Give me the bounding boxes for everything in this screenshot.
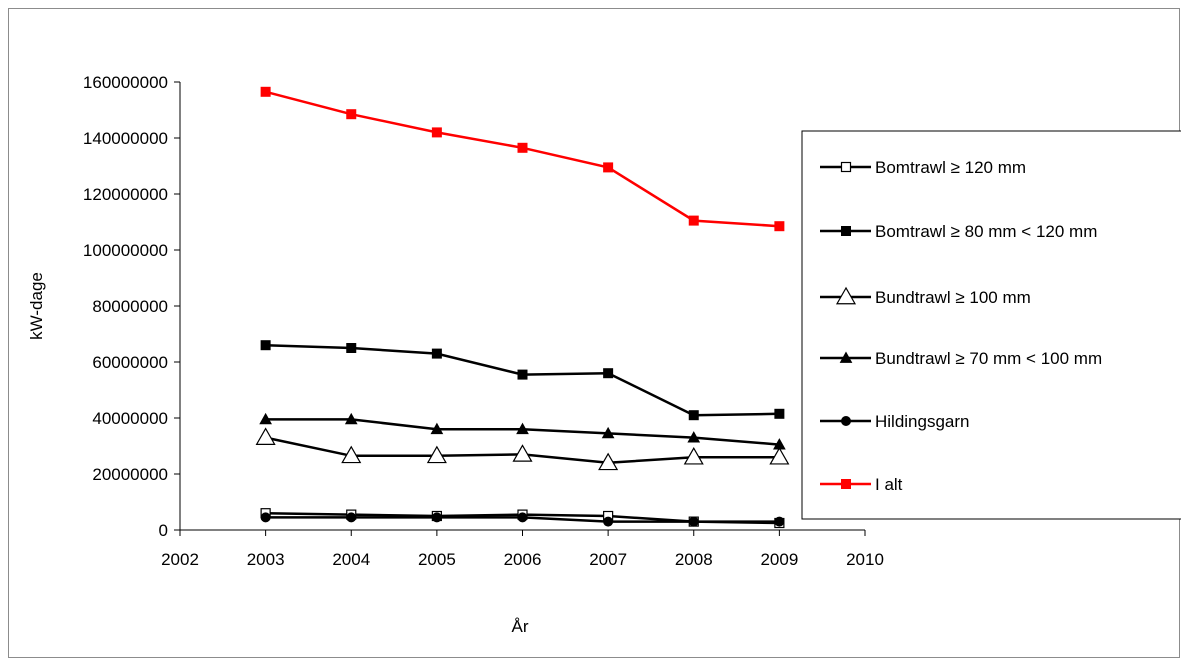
data-point	[517, 512, 528, 523]
legend-marker	[839, 351, 853, 363]
x-tick-label: 2002	[161, 550, 199, 569]
data-point	[601, 426, 615, 439]
y-tick-label: 100000000	[83, 241, 168, 260]
legend-box	[801, 130, 1181, 520]
data-point	[346, 343, 357, 353]
data-point	[255, 427, 276, 445]
legend-label: I alt	[875, 475, 903, 494]
y-tick-label: 20000000	[92, 465, 168, 484]
legend-label: Bundtrawl ≥ 100 mm	[875, 288, 1031, 307]
data-point	[774, 408, 785, 419]
data-point	[431, 127, 442, 138]
series-line	[265, 343, 780, 417]
data-point	[516, 422, 529, 435]
x-tick-label: 2005	[418, 550, 456, 569]
data-point	[603, 162, 614, 173]
data-point	[603, 516, 614, 527]
data-point	[346, 109, 357, 120]
data-point	[688, 516, 699, 527]
data-point	[688, 215, 699, 226]
legend-item-6: I alt	[820, 475, 903, 494]
data-point	[431, 512, 442, 523]
data-point	[346, 512, 357, 523]
series-layer	[255, 86, 790, 529]
legend-label: Bundtrawl ≥ 70 mm < 100 mm	[875, 349, 1102, 368]
y-tick-label: 40000000	[92, 409, 168, 428]
data-point	[344, 412, 358, 425]
data-point	[260, 340, 271, 351]
series-6	[260, 86, 785, 232]
line-chart: 0 20000000 40000000 60000000 80000000 1000000…	[27, 73, 1181, 636]
data-point	[512, 444, 533, 462]
y-tick-label: 120000000	[83, 185, 168, 204]
legend-item-1: Bomtrawl ≥ 120 mm	[820, 158, 1026, 177]
x-tick-label: 2006	[504, 550, 542, 569]
legend-item-3: Bundtrawl ≥ 100 mm	[820, 286, 1031, 307]
series-3	[255, 427, 790, 471]
data-point	[774, 516, 785, 527]
series-4	[259, 412, 786, 450]
data-point	[773, 438, 786, 450]
series-2	[260, 340, 785, 421]
x-tick-label: 2007	[589, 550, 627, 569]
series-5	[260, 512, 785, 527]
data-point	[426, 445, 447, 464]
chart-frame: 0 20000000 40000000 60000000 80000000 1000000…	[8, 8, 1181, 658]
y-tick-label: 80000000	[92, 297, 168, 316]
data-point	[260, 512, 271, 523]
legend-marker	[840, 161, 852, 173]
y-tick-label: 0	[159, 521, 168, 540]
legend-label: Bomtrawl ≥ 120 mm	[875, 158, 1026, 177]
data-point	[687, 431, 701, 443]
data-point	[431, 348, 442, 359]
legend-marker	[841, 479, 851, 489]
x-tick-label: 2009	[760, 550, 798, 569]
legend-item-2: Bomtrawl ≥ 80 mm < 120 mm	[820, 222, 1097, 241]
legend-label: Hildingsgarn	[875, 412, 970, 431]
x-tick-label: 2003	[247, 550, 285, 569]
y-tick-label: 160000000	[83, 73, 168, 92]
y-tick-label: 140000000	[83, 129, 168, 148]
x-tick-label: 2010	[846, 550, 884, 569]
data-point	[769, 446, 790, 465]
axes: 0 20000000 40000000 60000000 80000000 1000000…	[83, 73, 884, 569]
data-point	[688, 410, 699, 421]
data-point	[341, 445, 362, 464]
data-point	[683, 446, 704, 465]
legend-label: Bomtrawl ≥ 80 mm < 120 mm	[875, 222, 1097, 241]
x-tick-label: 2004	[332, 550, 370, 569]
x-axis-title: År	[512, 617, 529, 636]
data-point	[774, 221, 785, 232]
data-point	[517, 369, 528, 380]
legend: Bomtrawl ≥ 120 mm Bomtrawl ≥ 80 mm < 120 …	[801, 130, 1181, 520]
legend-marker	[841, 226, 851, 236]
data-point	[259, 412, 272, 425]
data-point	[603, 368, 614, 379]
legend-marker	[841, 416, 851, 426]
data-point	[517, 142, 528, 153]
legend-item-4: Bundtrawl ≥ 70 mm < 100 mm	[820, 349, 1102, 368]
y-tick-label: 60000000	[92, 353, 168, 372]
series-line	[265, 90, 780, 228]
data-point	[598, 452, 619, 471]
data-point	[430, 422, 444, 435]
data-point	[260, 86, 271, 97]
y-axis-title: kW-dage	[27, 272, 46, 340]
x-tick-label: 2008	[675, 550, 713, 569]
legend-marker	[835, 286, 857, 305]
legend-item-5: Hildingsgarn	[820, 412, 970, 431]
